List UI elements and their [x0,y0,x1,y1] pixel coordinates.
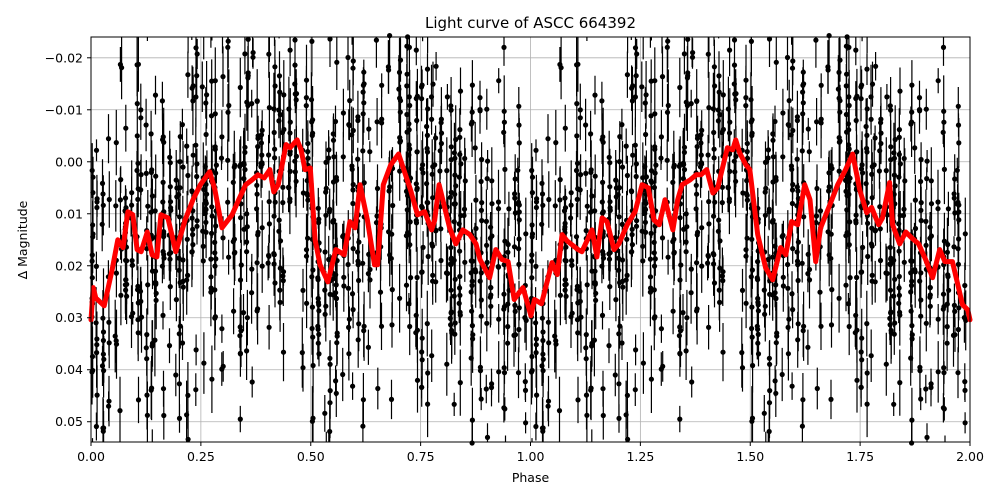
x-axis-ticks: 0.00 0.25 0.50 0.75 1.00 1.25 1.50 1.75 2.00 [77,442,984,464]
x-tick-label: 2.00 [956,449,984,464]
x-tick-label: 1.00 [517,449,545,464]
y-tick-label: 0.01 [55,206,83,221]
binned-model-curve [88,137,973,323]
y-tick-label: 0.04 [55,362,83,377]
x-tick-label: 0.25 [187,449,215,464]
y-tick-label: 0.03 [55,310,83,325]
x-tick-label: 0.00 [77,449,105,464]
y-axis-label: Δ Magnitude [15,200,30,279]
x-tick-label: 1.25 [626,449,654,464]
y-tick-label: 0.00 [55,154,83,169]
x-axis-label: Phase [512,470,550,485]
data-points [89,33,969,446]
x-tick-label: 0.50 [297,449,325,464]
x-tick-label: 1.75 [846,449,874,464]
y-axis-ticks: −0.02 −0.01 0.00 0.01 0.02 0.03 0.04 0.05 [45,50,91,429]
y-tick-label: −0.02 [45,50,83,65]
x-tick-label: 1.50 [736,449,764,464]
chart-title: Light curve of ASCC 664392 [425,14,636,32]
y-tick-label: 0.02 [55,258,83,273]
x-tick-label: 0.75 [407,449,435,464]
y-tick-label: −0.01 [45,102,83,117]
y-tick-label: 0.05 [55,414,83,429]
grid-lines [90,37,971,442]
